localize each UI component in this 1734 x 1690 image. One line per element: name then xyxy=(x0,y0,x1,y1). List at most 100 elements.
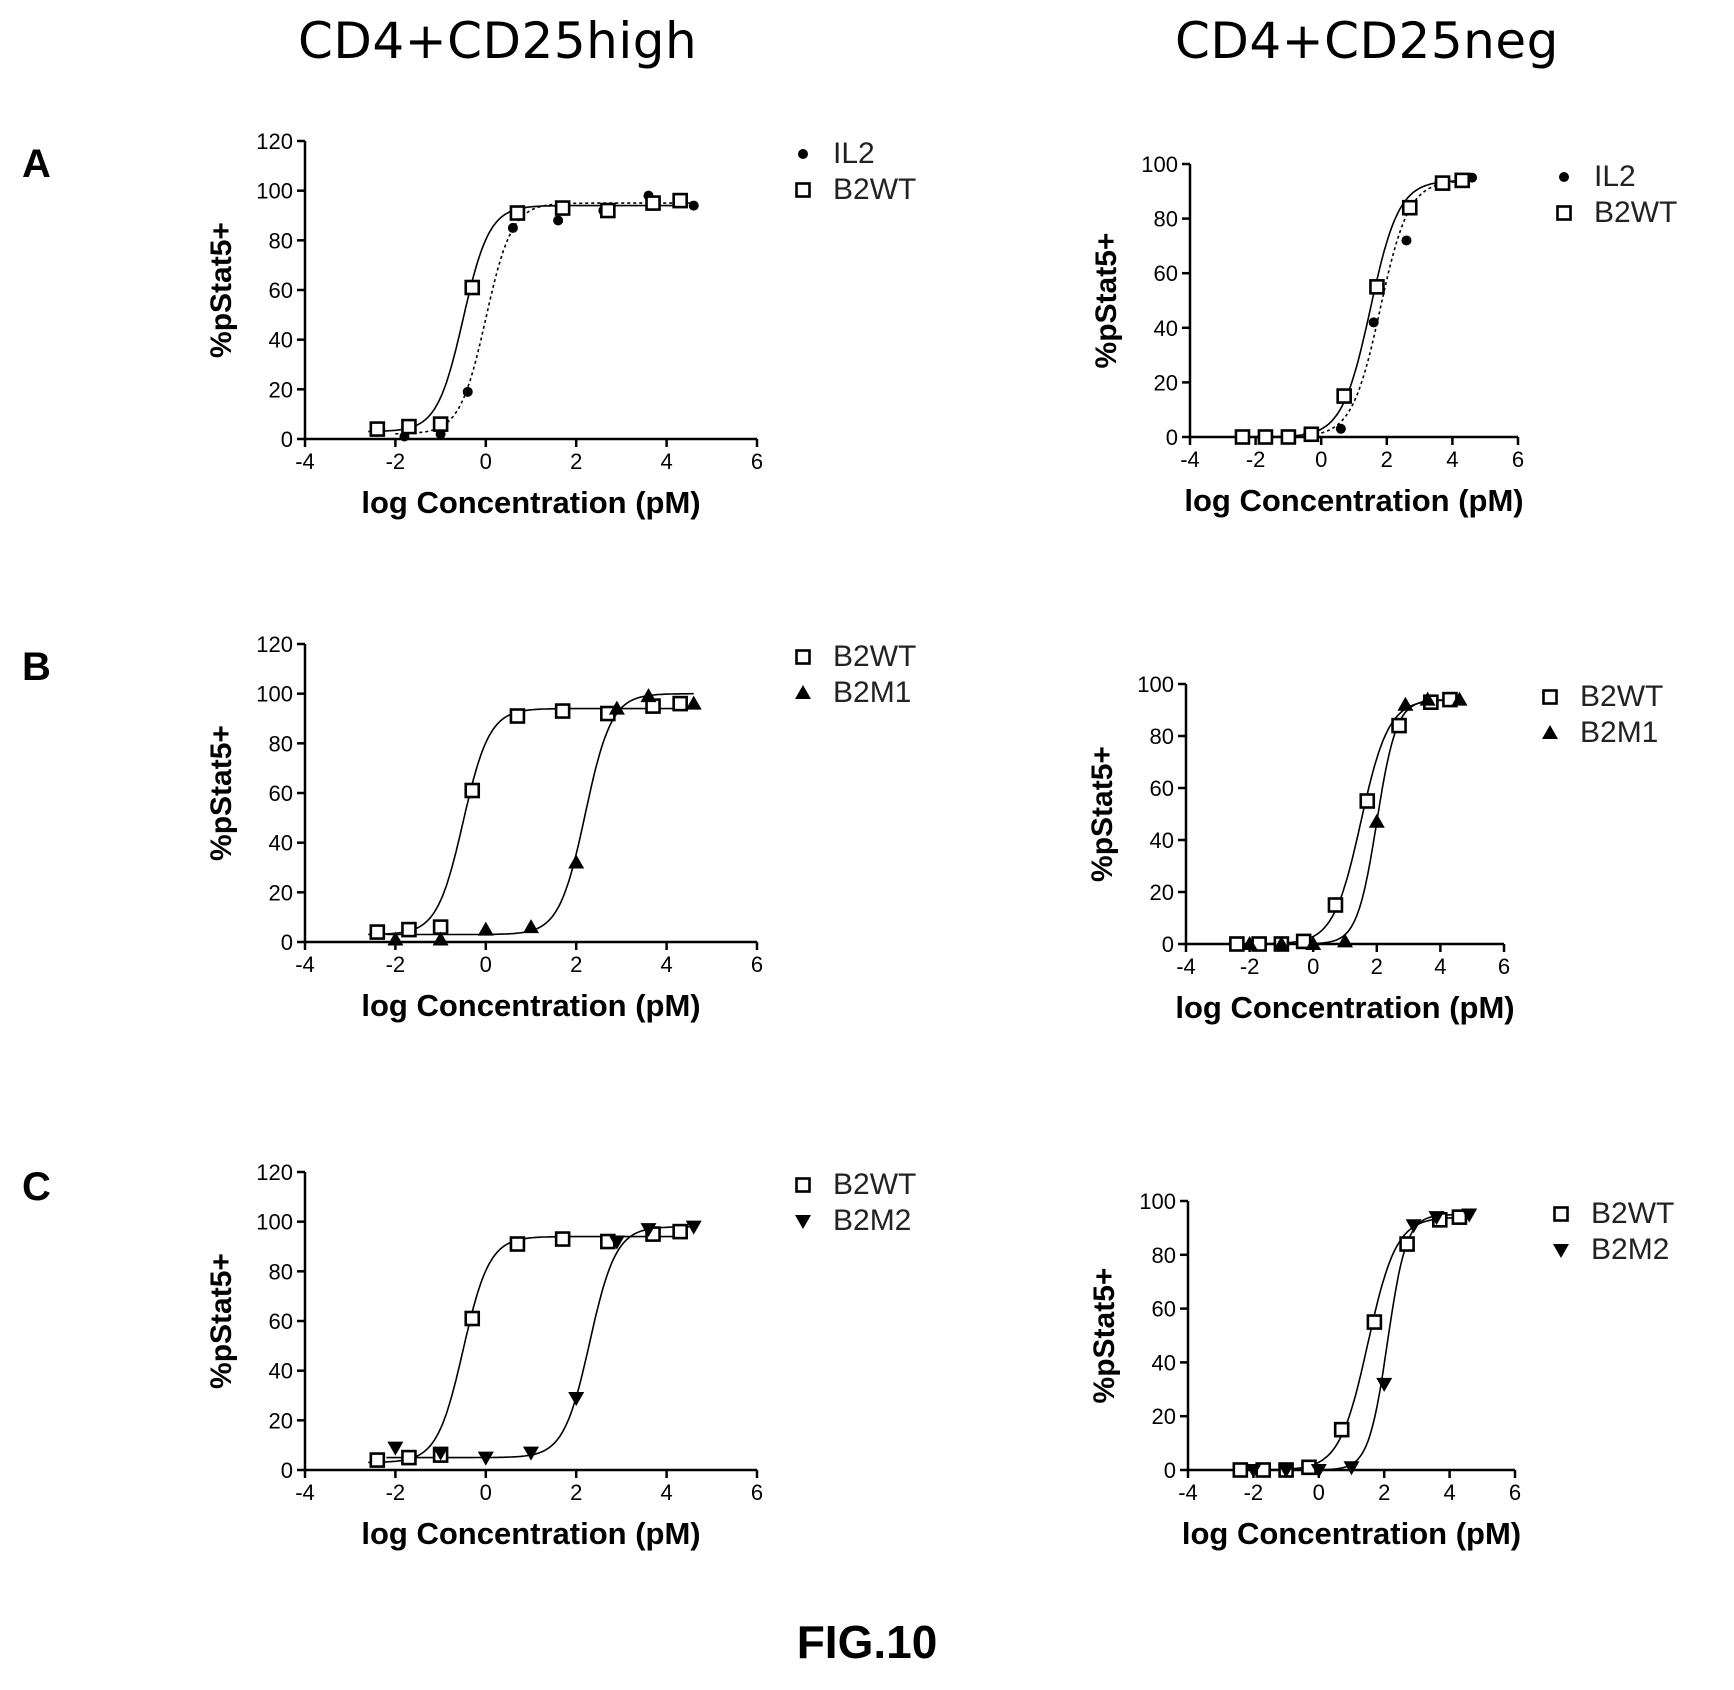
legend-label-il2: IL2 xyxy=(1594,160,1636,193)
data-point-b2wt xyxy=(1369,279,1385,295)
data-point-b2m2 xyxy=(568,1391,585,1406)
y-tick-label: 60 xyxy=(269,1309,293,1334)
data-point-b2wt xyxy=(464,782,481,799)
x-tick-label: -4 xyxy=(295,449,315,474)
data-point-b2m2 xyxy=(1461,1208,1478,1223)
y-tick-label: 100 xyxy=(256,1210,293,1235)
fit-curve-b2m2 xyxy=(386,1225,694,1459)
y-tick-label: 0 xyxy=(281,427,293,452)
data-point-b2wt xyxy=(401,921,417,938)
data-point-b2wt xyxy=(554,703,571,719)
data-point-b2m1 xyxy=(608,700,625,715)
x-tick-label: 6 xyxy=(751,1480,763,1505)
data-point-b2wt xyxy=(1454,172,1471,189)
data-point-b2wt xyxy=(1257,429,1274,445)
y-tick-label: 40 xyxy=(269,831,293,856)
y-tick-label: 20 xyxy=(1152,1404,1176,1429)
data-point-b2wt xyxy=(1391,717,1407,734)
y-tick-label: 80 xyxy=(1150,724,1174,749)
y-tick-label: 80 xyxy=(1152,1243,1176,1268)
legend-marker-b2m2 xyxy=(795,1215,811,1229)
legend-marker-il2 xyxy=(798,149,808,159)
data-point-b2wt xyxy=(554,200,571,216)
data-point-b2wt xyxy=(1232,1462,1249,1478)
data-point-b2m1 xyxy=(1305,936,1322,950)
legend-marker-b2wt xyxy=(1556,205,1572,221)
data-point-b2m2 xyxy=(1278,1464,1295,1478)
data-point-b2m1 xyxy=(685,695,702,710)
data-point-b2m1 xyxy=(523,919,539,934)
y-tick-label: 80 xyxy=(269,228,293,253)
y-tick-label: 60 xyxy=(269,781,293,806)
fit-curve-b2m1 xyxy=(386,692,694,936)
data-point-b2wt xyxy=(1359,793,1376,809)
y-tick-label: 100 xyxy=(256,179,293,204)
data-point-b2wt xyxy=(1280,429,1297,445)
data-point-b2m2 xyxy=(1428,1211,1445,1226)
legend-label-b2wt: B2WT xyxy=(833,173,916,206)
x-tick-label: 4 xyxy=(1434,954,1446,979)
x-tick-label: 6 xyxy=(1509,1480,1521,1505)
y-axis-label: %pStat5+ xyxy=(205,1253,238,1389)
data-point-b2m2 xyxy=(432,1446,449,1461)
data-point-b2m2 xyxy=(523,1446,539,1461)
y-axis-label: %pStat5+ xyxy=(1090,233,1123,369)
data-point-b2m1 xyxy=(1273,936,1290,950)
y-tick-label: 40 xyxy=(269,328,293,353)
y-tick-label: 100 xyxy=(1141,152,1178,177)
x-tick-label: 4 xyxy=(660,1480,672,1505)
y-tick-label: 0 xyxy=(1162,932,1174,957)
x-tick-label: 2 xyxy=(1381,447,1393,472)
data-point-b2wt xyxy=(464,279,481,296)
y-tick-label: 60 xyxy=(1152,1297,1176,1322)
data-point-b2wt xyxy=(1327,897,1344,913)
data-point-b2m2 xyxy=(387,1441,404,1456)
x-axis-label: log Concentration (pM) xyxy=(1184,483,1523,518)
x-tick-label: -2 xyxy=(386,449,406,474)
data-point-b2wt xyxy=(672,695,688,712)
fit-curve-b2m1 xyxy=(1243,698,1460,945)
y-tick-label: 40 xyxy=(1150,828,1174,853)
data-point-b2m2 xyxy=(477,1451,494,1466)
data-point-b2m1 xyxy=(1451,691,1468,706)
figure-label: FIG.10 xyxy=(796,1616,938,1668)
data-point-b2wt xyxy=(1333,1421,1350,1438)
y-tick-label: 0 xyxy=(281,930,293,955)
data-point-b2m1 xyxy=(1368,813,1385,828)
data-point-b2m2 xyxy=(1245,1464,1262,1478)
y-tick-label: 0 xyxy=(1166,425,1178,450)
x-tick-label: -2 xyxy=(1240,954,1260,979)
y-tick-label: 20 xyxy=(1154,370,1178,395)
data-point-b2wt xyxy=(401,418,417,435)
data-point-b2wt xyxy=(509,708,526,724)
y-axis-label: %pStat5+ xyxy=(1086,746,1119,882)
y-tick-label: 40 xyxy=(1154,316,1178,341)
y-tick-label: 80 xyxy=(1154,207,1178,232)
legend-label-b2wt: B2WT xyxy=(1580,680,1663,713)
data-point-b2wt xyxy=(1229,936,1245,952)
x-tick-label: 4 xyxy=(1443,1480,1455,1505)
x-tick-label: -2 xyxy=(386,952,406,977)
x-tick-label: 0 xyxy=(480,952,492,977)
legend-marker-b2m1 xyxy=(1542,725,1558,739)
data-point-b2m1 xyxy=(1419,691,1436,706)
y-tick-label: 60 xyxy=(269,278,293,303)
legend-marker-b2wt xyxy=(795,649,811,665)
y-tick-label: 120 xyxy=(256,129,293,154)
x-tick-label: -2 xyxy=(1246,447,1266,472)
legend-label-il2: IL2 xyxy=(833,137,875,170)
x-tick-label: 0 xyxy=(480,1480,492,1505)
data-point-b2wt xyxy=(369,1452,386,1468)
data-point-b2wt xyxy=(509,205,526,221)
chart-panel-b-right: 0 20 40 60 80 100 -4 -2 0 2 4 6 log Concentration (p… xyxy=(1086,672,1663,1025)
y-tick-label: 60 xyxy=(1150,776,1174,801)
x-tick-label: -2 xyxy=(386,1480,406,1505)
y-tick-label: 120 xyxy=(256,632,293,657)
x-tick-label: -4 xyxy=(295,1480,315,1505)
legend-label-b2wt: B2WT xyxy=(1594,196,1677,229)
y-tick-label: 40 xyxy=(1152,1350,1176,1375)
x-tick-label: -2 xyxy=(1244,1480,1264,1505)
y-axis-label: %pStat5+ xyxy=(205,725,238,861)
data-point-il2 xyxy=(688,200,699,211)
